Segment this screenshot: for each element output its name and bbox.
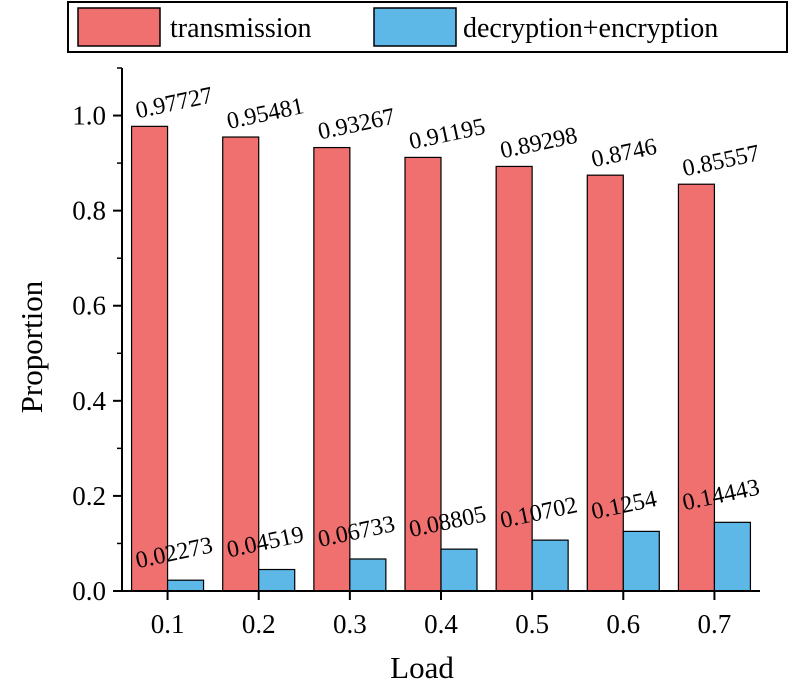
y-tick-label-1.0: 1.0 (72, 101, 106, 131)
bar-transmission-0.1 (130, 125, 169, 592)
data-label-transmission-0.6: 0.8746 (589, 134, 659, 173)
legend-swatch-decryption-encryption (373, 7, 457, 47)
x-tick-label-0.5: 0.5 (515, 609, 549, 639)
bar-decryption-encryption-0.5 (531, 539, 569, 592)
bar-decryption-encryption-0.1 (166, 579, 205, 592)
data-label-transmission-0.4: 0.91195 (407, 114, 488, 155)
legend-label-transmission: transmission (170, 13, 312, 44)
plot-area: 0.977270.022730.10.954810.045190.20.9326… (72, 67, 762, 639)
legend-swatch-transmission (77, 7, 161, 47)
y-tick-label-0.4: 0.4 (72, 386, 106, 416)
bar-decryption-encryption-0.2 (258, 568, 296, 592)
x-tick-label-0.4: 0.4 (424, 609, 458, 639)
bar-decryption-encryption-0.3 (349, 558, 387, 592)
x-tick-label-0.7: 0.7 (698, 609, 732, 639)
y-tick-label-0.2: 0.2 (72, 481, 106, 511)
data-label-transmission-0.5: 0.89298 (498, 123, 580, 165)
x-tick-label-0.3: 0.3 (333, 609, 367, 639)
data-label-transmission-0.7: 0.85557 (680, 140, 762, 182)
bar-transmission-0.7 (677, 183, 716, 592)
bar-transmission-0.3 (313, 146, 351, 592)
y-axis-title: Proportion (14, 280, 49, 413)
legend-label-decryption-encryption: decryption+encryption (463, 13, 718, 44)
bar-decryption-encryption-0.4 (440, 548, 478, 592)
y-tick-label-0.8: 0.8 (72, 196, 106, 226)
x-tick-label-0.6: 0.6 (606, 609, 640, 639)
x-tick-label-0.1: 0.1 (151, 609, 185, 639)
y-tick-label-0.0: 0.0 (72, 576, 106, 606)
data-label-transmission-0.2: 0.95481 (225, 93, 307, 135)
x-axis-title: Load (390, 650, 454, 685)
bar-transmission-0.2 (222, 136, 260, 592)
bar-decryption-encryption-0.6 (622, 530, 660, 592)
data-label-transmission-0.1: 0.97727 (133, 83, 215, 125)
y-tick-label-0.6: 0.6 (72, 291, 106, 321)
bar-decryption-encryption-0.7 (713, 521, 752, 592)
data-label-transmission-0.3: 0.93267 (316, 104, 398, 146)
bar-transmission-0.4 (404, 156, 442, 592)
x-tick-label-0.2: 0.2 (242, 609, 276, 639)
bar-transmission-0.6 (586, 174, 624, 592)
legend: transmission decryption+encryption (67, 1, 788, 53)
